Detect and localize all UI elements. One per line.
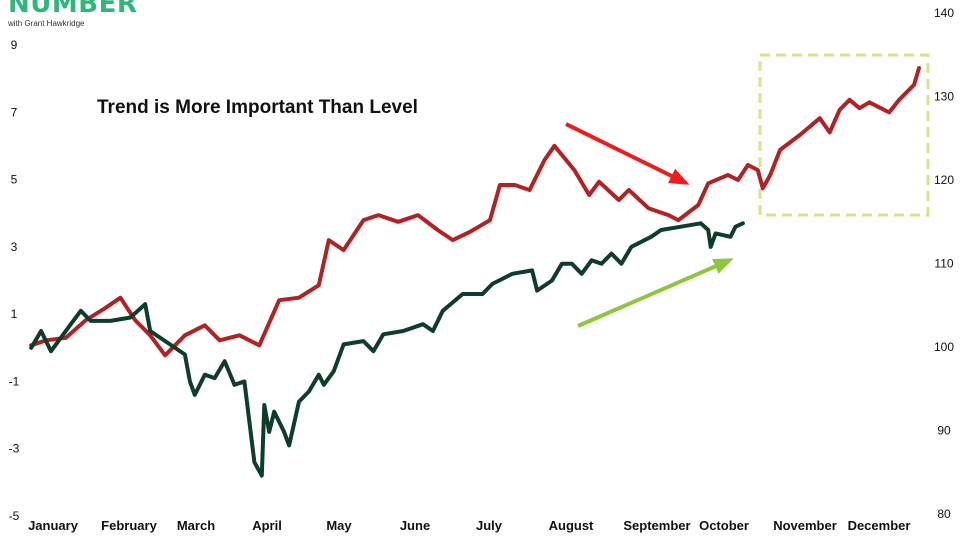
left-axis-tick: 7 bbox=[11, 105, 18, 119]
logo-name: NUMBER bbox=[8, 0, 138, 19]
left-axis-tick: -3 bbox=[9, 442, 20, 456]
x-axis-month-label: September bbox=[623, 518, 690, 533]
right-axis-tick: 90 bbox=[937, 424, 951, 438]
x-axis-month-label: June bbox=[400, 518, 430, 533]
red-arrow-head bbox=[668, 168, 690, 185]
x-axis-month-label: April bbox=[252, 518, 282, 533]
right-axis-tick: 130 bbox=[934, 90, 954, 104]
chart-title: Trend is More Important Than Level bbox=[97, 97, 418, 118]
green-arrow-head bbox=[712, 258, 734, 274]
series-line-red bbox=[29, 66, 921, 358]
left-axis-tick: 9 bbox=[11, 38, 18, 52]
right-axis-tick: 120 bbox=[934, 173, 954, 187]
red-arrow bbox=[565, 122, 687, 185]
x-axis-month-label: December bbox=[848, 518, 911, 533]
right-axis-tick: 80 bbox=[937, 507, 951, 521]
left-axis-tick: -1 bbox=[9, 374, 20, 388]
left-axis-tick: -5 bbox=[9, 509, 20, 523]
left-axis-tick: 5 bbox=[11, 173, 18, 187]
left-axis-tick: 1 bbox=[11, 307, 18, 321]
x-axis-month-label: October bbox=[699, 518, 749, 533]
highlight-box bbox=[758, 53, 930, 217]
x-axis-month-label: February bbox=[101, 518, 157, 533]
x-axis-month-label: January bbox=[28, 518, 79, 533]
x-axis-month-label: August bbox=[549, 518, 594, 533]
series-line-green bbox=[29, 221, 745, 478]
right-axis-tick: 140 bbox=[934, 6, 954, 20]
left-axis-tick: 3 bbox=[11, 240, 18, 254]
x-axis-month-label: March bbox=[177, 518, 215, 533]
green-arrow bbox=[577, 258, 731, 328]
x-axis-month-label: May bbox=[326, 518, 352, 533]
x-axis-month-label: November bbox=[773, 518, 837, 533]
x-axis-month-label: July bbox=[476, 518, 503, 533]
right-axis-tick: 110 bbox=[934, 257, 953, 271]
logo: NUMBER with Grant Hawkridge bbox=[8, 0, 137, 29]
right-axis-tick: 100 bbox=[934, 340, 954, 354]
logo-subtitle: with Grant Hawkridge bbox=[8, 19, 85, 28]
